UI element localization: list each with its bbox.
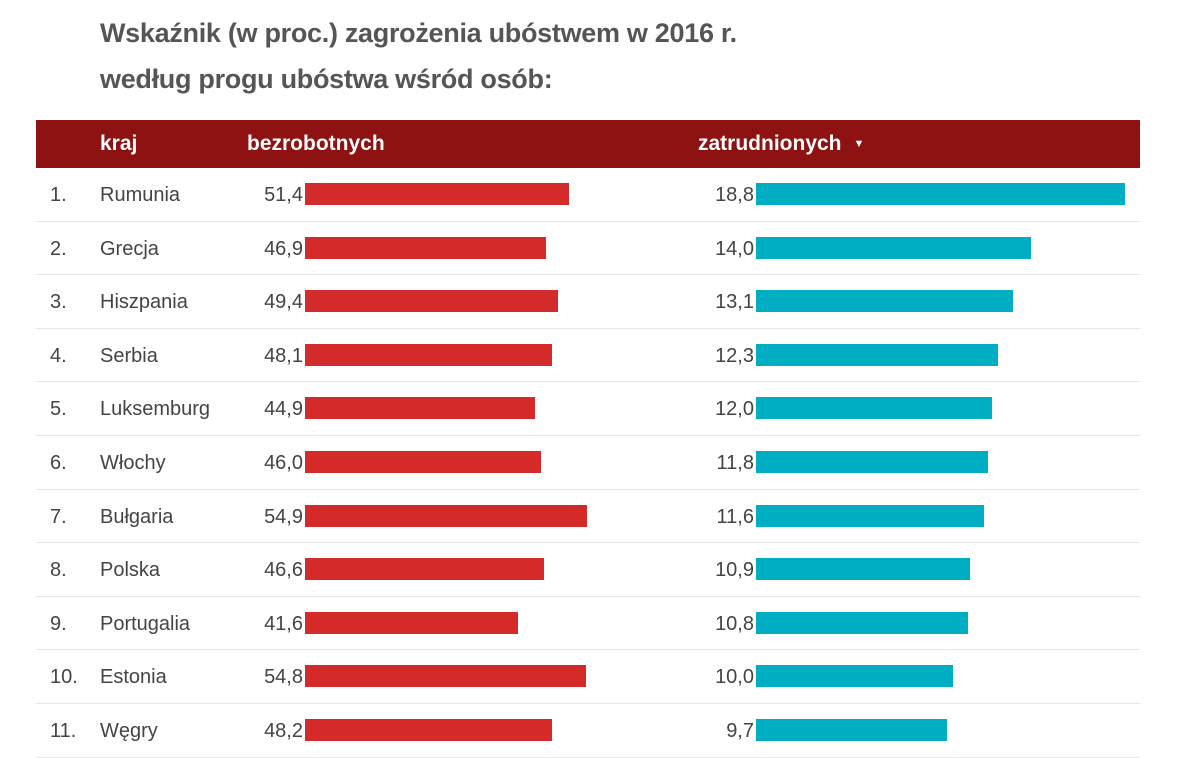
table-row: 11. Węgry 48,2 9,7: [36, 704, 1140, 758]
table-row: 6. Włochy 46,0 11,8: [36, 436, 1140, 490]
rank: 9.: [50, 612, 67, 635]
table-row: 8. Polska 46,6 10,9: [36, 543, 1140, 597]
employed-value: 10,0: [715, 666, 754, 689]
employed-bar: [756, 611, 969, 634]
table-row: 4. Serbia 48,1 12,3: [36, 329, 1140, 383]
table-row: 9. Portugalia 41,6 10,8: [36, 597, 1140, 651]
unemployed-value: 46,6: [264, 559, 303, 582]
employed-bar: [756, 236, 1032, 259]
employed-bar: [756, 718, 947, 741]
rank: 7.: [50, 505, 67, 528]
chart-title: Wskaźnik (w proc.) zagrożenia ubóstwem w…: [100, 10, 737, 102]
unemployed-value: 41,6: [264, 612, 303, 635]
caret-down-icon: ▼: [853, 138, 865, 150]
unemployed-value: 46,9: [264, 237, 303, 260]
unemployed-bar: [305, 665, 587, 688]
table-body: 1. Rumunia 51,4 18,8 2. Grecja 46,9 14,0 3. Hiszp…: [36, 168, 1140, 758]
country-name: Włochy: [100, 451, 166, 474]
unemployed-bar: [305, 450, 541, 473]
employed-bar: [756, 183, 1126, 205]
country-name: Bułgaria: [100, 505, 174, 528]
country-name: Luksemburg: [100, 398, 211, 421]
country-name: Polska: [100, 559, 161, 582]
title-line-2: według progu ubóstwa wśród osób:: [100, 64, 553, 94]
country-name: Estonia: [100, 666, 167, 689]
employed-value: 13,1: [715, 291, 754, 314]
table-row: 5. Luksemburg 44,9 12,0: [36, 382, 1140, 436]
employed-bar: [756, 450, 988, 473]
unemployed-value: 49,4: [264, 291, 303, 314]
unemployed-value: 54,9: [264, 505, 303, 528]
employed-bar: [756, 504, 984, 527]
unemployed-bar: [305, 236, 546, 259]
unemployed-bar: [305, 611, 519, 634]
unemployed-bar: [305, 290, 559, 313]
rank: 2.: [50, 237, 67, 260]
country-name: Rumunia: [100, 184, 181, 206]
unemployed-value: 46,0: [264, 451, 303, 474]
employed-bar: [756, 290, 1014, 313]
employed-value: 12,3: [715, 344, 754, 367]
country-name: Hiszpania: [100, 291, 188, 314]
table-row: 7. Bułgaria 54,9 11,6: [36, 490, 1140, 544]
unemployed-bar: [305, 397, 536, 420]
employed-value: 14,0: [715, 237, 754, 260]
table-header: kraj bezrobotnych zatrudnionych ▼: [36, 120, 1140, 168]
header-unemployed[interactable]: bezrobotnych: [247, 132, 385, 155]
employed-value: 10,9: [715, 559, 754, 582]
rank: 4.: [50, 344, 67, 367]
rank: 11.: [50, 719, 77, 742]
unemployed-value: 48,1: [264, 344, 303, 367]
rank: 1.: [50, 184, 67, 206]
employed-value: 9,7: [726, 719, 754, 742]
employed-bar: [756, 397, 992, 420]
rank: 6.: [50, 451, 67, 474]
header-employed[interactable]: zatrudnionych ▼: [698, 132, 864, 156]
table-row: 3. Hiszpania 49,4 13,1: [36, 275, 1140, 329]
unemployed-bar: [305, 343, 552, 366]
unemployed-bar: [305, 718, 553, 741]
country-name: Węgry: [100, 719, 158, 742]
employed-bar: [756, 343, 998, 366]
table-row: 10. Estonia 54,8 10,0: [36, 650, 1140, 704]
unemployed-value: 54,8: [264, 666, 303, 689]
employed-value: 12,0: [715, 398, 754, 421]
table-row: 2. Grecja 46,9 14,0: [36, 222, 1140, 276]
employed-value: 11,6: [716, 505, 754, 528]
employed-bar: [756, 665, 953, 688]
table-row: 1. Rumunia 51,4 18,8: [36, 168, 1140, 222]
country-name: Portugalia: [100, 612, 191, 635]
unemployed-value: 44,9: [264, 398, 303, 421]
country-name: Serbia: [100, 344, 158, 367]
rank: 8.: [50, 559, 67, 582]
unemployed-bar: [305, 183, 569, 205]
employed-value: 18,8: [715, 184, 754, 206]
unemployed-value: 48,2: [264, 719, 303, 742]
employed-value: 11,8: [716, 451, 754, 474]
header-country[interactable]: kraj: [100, 132, 138, 155]
rank: 10.: [50, 666, 78, 689]
rank: 3.: [50, 291, 67, 314]
rank: 5.: [50, 398, 67, 421]
employed-bar: [756, 558, 971, 581]
header-employed-label: zatrudnionych: [698, 132, 842, 155]
title-line-1: Wskaźnik (w proc.) zagrożenia ubóstwem w…: [100, 18, 737, 48]
employed-value: 10,8: [715, 612, 754, 635]
unemployed-bar: [305, 504, 587, 527]
unemployed-bar: [305, 558, 545, 581]
unemployed-value: 51,4: [264, 184, 303, 206]
country-name: Grecja: [100, 237, 159, 260]
